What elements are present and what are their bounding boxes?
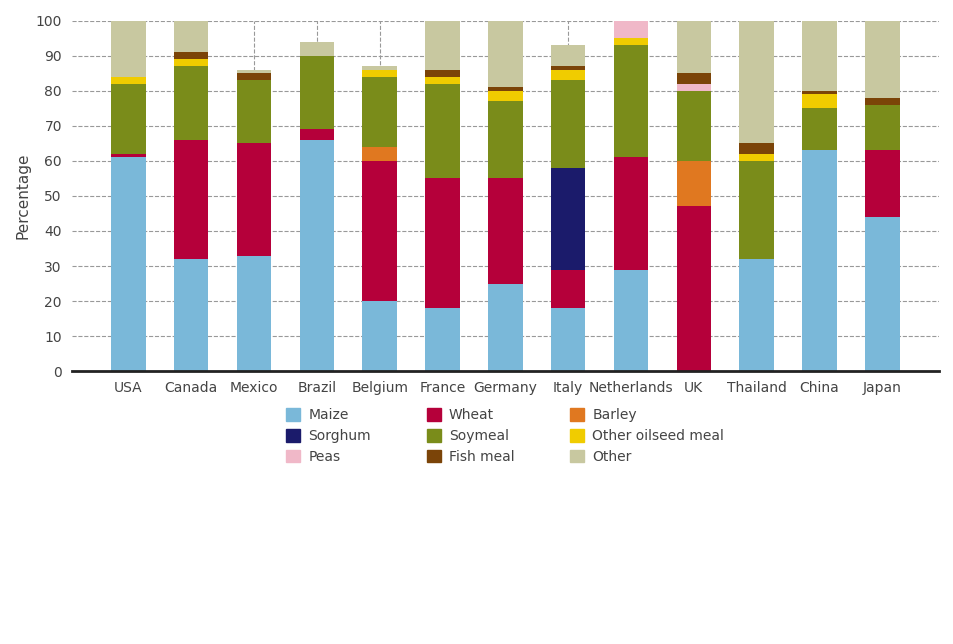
Bar (550, 168, 585, 270)
Bar (550, 270, 585, 308)
Bar (425, 308, 459, 371)
Bar (739, 259, 773, 371)
Bar (173, 259, 209, 371)
Bar (613, 38, 648, 45)
Bar (488, 101, 522, 178)
Bar (299, 55, 334, 129)
Bar (550, 45, 585, 66)
Bar (111, 84, 146, 154)
Bar (425, 21, 459, 70)
Bar (676, 207, 710, 371)
Bar (676, 91, 710, 161)
Bar (613, 270, 648, 371)
Bar (236, 256, 271, 371)
Bar (613, 10, 648, 38)
Bar (801, 21, 836, 91)
Bar (801, 91, 836, 94)
Bar (864, 98, 899, 105)
Bar (362, 70, 396, 77)
Bar (739, 161, 773, 259)
Bar (236, 143, 271, 256)
Bar (425, 70, 459, 77)
Bar (111, 157, 146, 371)
Bar (801, 94, 836, 108)
Bar (362, 161, 396, 301)
Bar (801, 108, 836, 150)
Bar (613, 0, 648, 10)
Bar (173, 66, 209, 140)
Bar (299, 42, 334, 55)
Bar (550, 308, 585, 371)
Bar (111, 77, 146, 84)
Bar (864, 105, 899, 150)
Bar (111, 154, 146, 157)
Legend: Maize, Sorghum, Peas, Wheat, Soymeal, Fish meal, Barley, Other oilseed meal, Oth: Maize, Sorghum, Peas, Wheat, Soymeal, Fi… (280, 402, 729, 469)
Bar (864, 21, 899, 98)
Bar (676, 73, 710, 84)
Bar (676, 21, 710, 73)
Bar (236, 80, 271, 143)
Bar (425, 178, 459, 308)
Bar (613, 45, 648, 157)
Bar (864, 150, 899, 217)
Bar (425, 77, 459, 84)
Bar (550, 70, 585, 80)
Bar (173, 59, 209, 66)
Bar (362, 301, 396, 371)
Bar (488, 283, 522, 371)
Bar (362, 77, 396, 147)
Bar (739, 143, 773, 154)
Bar (173, 21, 209, 52)
Bar (864, 217, 899, 371)
Bar (613, 157, 648, 270)
Bar (488, 87, 522, 91)
Bar (676, 161, 710, 207)
Bar (676, 84, 710, 91)
Bar (550, 80, 585, 168)
Y-axis label: Percentage: Percentage (15, 153, 30, 239)
Bar (550, 66, 585, 70)
Bar (299, 129, 334, 140)
Bar (236, 70, 271, 73)
Bar (362, 147, 396, 161)
Bar (236, 73, 271, 80)
Bar (488, 21, 522, 87)
Bar (173, 140, 209, 259)
Bar (362, 66, 396, 70)
Bar (173, 52, 209, 59)
Bar (488, 178, 522, 283)
Bar (739, 154, 773, 161)
Bar (488, 91, 522, 101)
Bar (299, 140, 334, 371)
Bar (739, 21, 773, 143)
Bar (425, 84, 459, 178)
Bar (801, 150, 836, 371)
Bar (111, 21, 146, 77)
